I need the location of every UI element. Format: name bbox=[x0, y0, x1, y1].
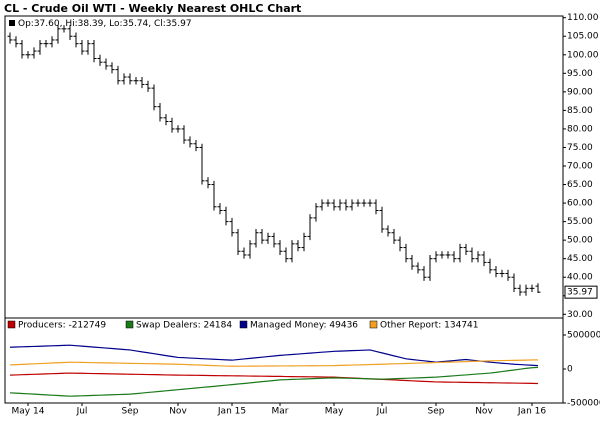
y-tick-label: 95.00 bbox=[567, 69, 593, 79]
y-tick-label: 100.00 bbox=[567, 50, 599, 60]
legend-swatch bbox=[369, 320, 378, 329]
series-line bbox=[9, 344, 539, 367]
y-tick-label: -500000 bbox=[567, 399, 600, 409]
y-tick-label: 65.00 bbox=[567, 180, 593, 190]
legend-swatch bbox=[125, 320, 134, 329]
x-tick-label: Jul bbox=[76, 407, 88, 417]
series-line bbox=[9, 372, 539, 385]
x-tick-label: May 14 bbox=[12, 407, 45, 417]
chart-title: CL - Crude Oil WTI - Weekly Nearest OHLC… bbox=[4, 2, 301, 15]
x-tick-label: Jan 16 bbox=[517, 407, 546, 417]
y-tick-label: 55.00 bbox=[567, 217, 593, 227]
ohlc-legend: Op:37.60, Hi:38.39, Lo:35.74, Cl:35.97 bbox=[18, 19, 192, 29]
last-price-label: 35.97 bbox=[567, 288, 593, 298]
x-tick-label: Nov bbox=[475, 407, 493, 417]
y-tick-label: 105.00 bbox=[567, 32, 599, 42]
x-tick-label: Nov bbox=[169, 407, 187, 417]
legend-marker bbox=[9, 20, 15, 26]
plot-frame bbox=[4, 15, 564, 404]
y-tick-label: 80.00 bbox=[567, 124, 593, 134]
legend-label: Other Report: 134741 bbox=[380, 321, 479, 331]
x-tick-label: Jul bbox=[376, 407, 388, 417]
y-tick-label: 90.00 bbox=[567, 87, 593, 97]
x-tick-label: Sep bbox=[428, 407, 445, 417]
series-line bbox=[9, 366, 539, 397]
y-tick-label: 110.00 bbox=[567, 13, 599, 23]
legend-swatch bbox=[7, 320, 16, 329]
y-tick-label: 40.00 bbox=[567, 273, 593, 283]
legend-swatch bbox=[239, 320, 248, 329]
y-tick-label: 50.00 bbox=[567, 236, 593, 246]
x-tick-label: Jan 15 bbox=[217, 407, 246, 417]
y-tick-label: 30.00 bbox=[567, 310, 593, 320]
x-tick-label: Mar bbox=[272, 407, 289, 417]
y-tick-label: 45.00 bbox=[567, 254, 593, 264]
y-tick-label: 75.00 bbox=[567, 143, 593, 153]
y-tick-label: 85.00 bbox=[567, 106, 593, 116]
last-price-box bbox=[564, 285, 598, 299]
y-tick-label: 70.00 bbox=[567, 162, 593, 172]
legend-label: Swap Dealers: 24184 bbox=[136, 321, 232, 331]
y-tick-label: 500000 bbox=[567, 331, 600, 341]
y-tick-label: 0 bbox=[567, 365, 573, 375]
legend-label: Managed Money: 49436 bbox=[250, 321, 358, 331]
y-tick-label: 60.00 bbox=[567, 199, 593, 209]
legend-label: Producers: -212749 bbox=[18, 321, 106, 331]
x-tick-label: May bbox=[325, 407, 344, 417]
series-line bbox=[9, 359, 539, 367]
x-tick-label: Sep bbox=[122, 407, 139, 417]
